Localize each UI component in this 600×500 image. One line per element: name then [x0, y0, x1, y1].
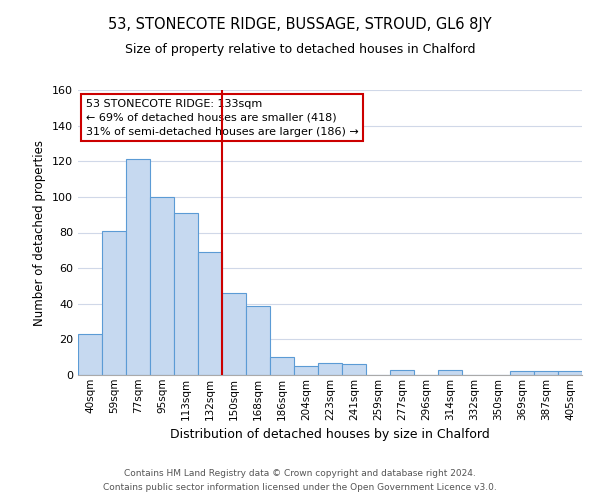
- Text: Contains public sector information licensed under the Open Government Licence v3: Contains public sector information licen…: [103, 484, 497, 492]
- Text: Size of property relative to detached houses in Chalford: Size of property relative to detached ho…: [125, 42, 475, 56]
- X-axis label: Distribution of detached houses by size in Chalford: Distribution of detached houses by size …: [170, 428, 490, 441]
- Bar: [78, 334, 102, 375]
- Bar: [126, 160, 150, 375]
- Bar: [222, 293, 246, 375]
- Bar: [318, 362, 342, 375]
- Bar: [390, 370, 414, 375]
- Bar: [294, 366, 318, 375]
- Y-axis label: Number of detached properties: Number of detached properties: [34, 140, 46, 326]
- Bar: [342, 364, 366, 375]
- Bar: [438, 370, 462, 375]
- Bar: [102, 230, 126, 375]
- Bar: [174, 213, 198, 375]
- Bar: [198, 252, 222, 375]
- Bar: [510, 372, 534, 375]
- Text: 53, STONECOTE RIDGE, BUSSAGE, STROUD, GL6 8JY: 53, STONECOTE RIDGE, BUSSAGE, STROUD, GL…: [108, 18, 492, 32]
- Text: 53 STONECOTE RIDGE: 133sqm
← 69% of detached houses are smaller (418)
31% of sem: 53 STONECOTE RIDGE: 133sqm ← 69% of deta…: [86, 98, 358, 136]
- Bar: [270, 357, 294, 375]
- Bar: [534, 372, 558, 375]
- Text: Contains HM Land Registry data © Crown copyright and database right 2024.: Contains HM Land Registry data © Crown c…: [124, 468, 476, 477]
- Bar: [558, 372, 582, 375]
- Bar: [246, 306, 270, 375]
- Bar: [150, 197, 174, 375]
